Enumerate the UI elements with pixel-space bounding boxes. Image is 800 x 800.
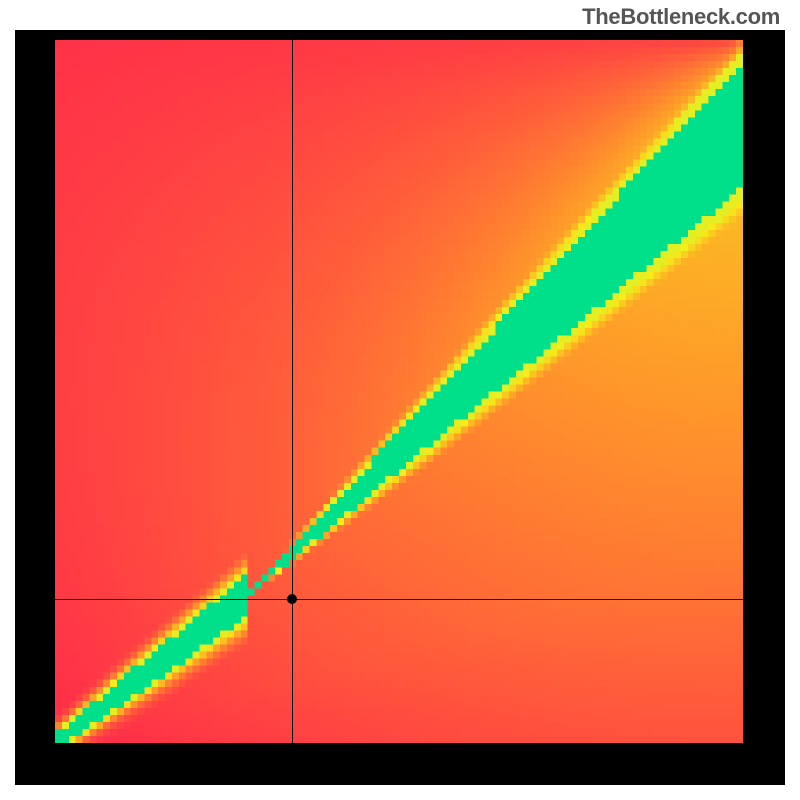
heatmap-area (55, 40, 743, 743)
chart-frame (15, 30, 785, 785)
marker-dot (287, 594, 297, 604)
heatmap-canvas (55, 40, 743, 743)
crosshair-vertical (292, 40, 293, 743)
crosshair-horizontal (55, 599, 743, 600)
watermark-text: TheBottleneck.com (582, 4, 780, 30)
